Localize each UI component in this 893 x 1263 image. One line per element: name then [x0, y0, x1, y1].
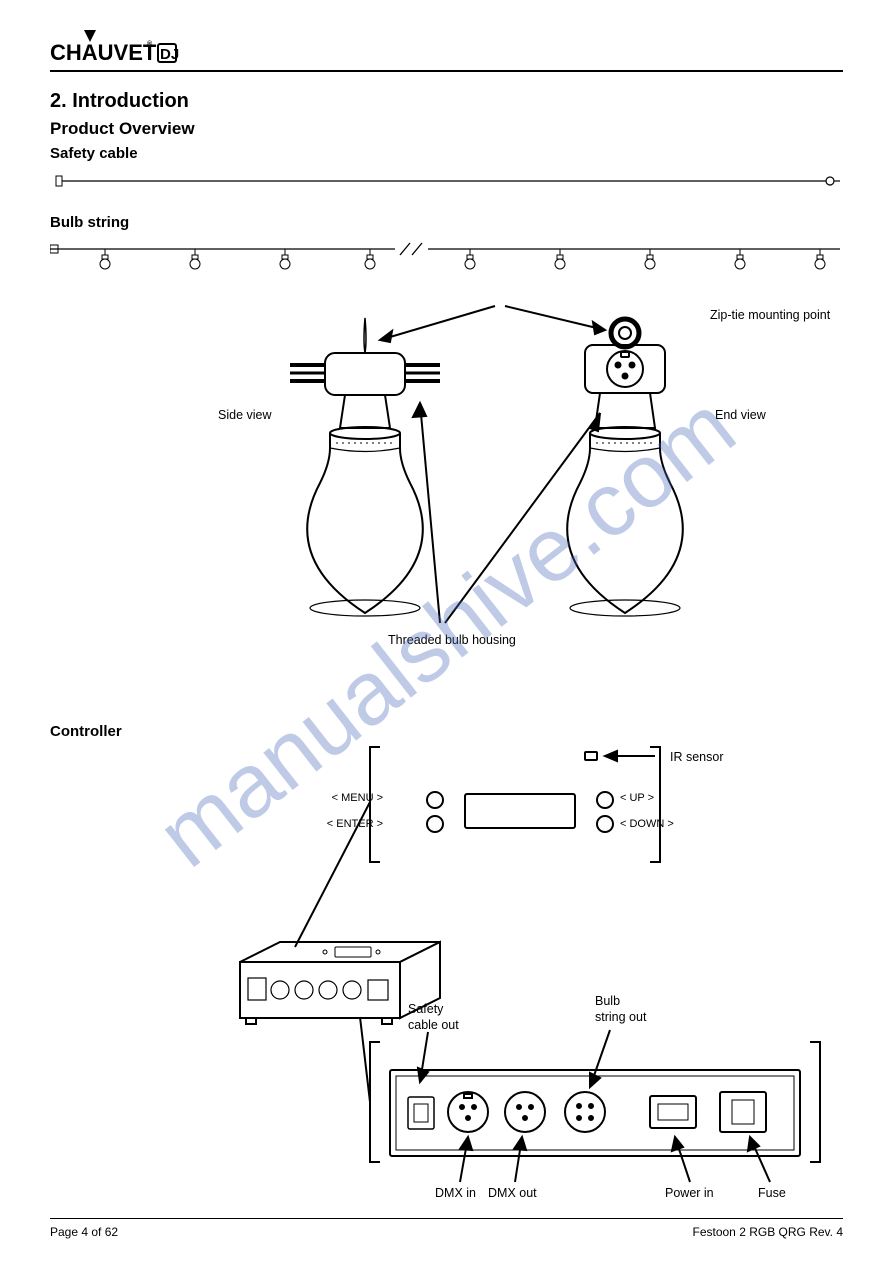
svg-text:CHAUVET: CHAUVET: [50, 40, 157, 65]
menu-label: < MENU >: [313, 792, 383, 806]
header-rule: [50, 70, 843, 72]
footer-left: Page 4 of 62: [50, 1225, 118, 1239]
zip-tie-label: Zip-tie mounting point: [710, 308, 830, 324]
controller-diagram: IR sensor < MENU > < ENTER > < UP > < DO…: [50, 742, 843, 1212]
bulb-detail-diagram: Side view End view Zip-tie mounting poin…: [50, 293, 843, 733]
bulb-string-label: Bulb string: [50, 214, 843, 231]
safety-cable-label: Safety cable: [50, 145, 843, 162]
ir-sensor-label: IR sensor: [670, 750, 724, 766]
enter-label: < ENTER >: [313, 818, 383, 832]
page-content: CHAUVET ® DJ 2. Introduction Product Ove…: [0, 0, 893, 1212]
logo-svg: CHAUVET ® DJ: [50, 30, 180, 66]
safety-cable-out-label: Safety cable out: [408, 1002, 459, 1033]
svg-text:DJ: DJ: [160, 46, 179, 63]
footer-right: Festoon 2 RGB QRG Rev. 4: [693, 1225, 844, 1239]
bulb-string-out-label: Bulb string out: [595, 994, 646, 1025]
end-view-label: End view: [715, 408, 766, 424]
product-overview-heading: Product Overview: [50, 119, 843, 139]
safety-cable-diagram: [50, 168, 843, 208]
side-view-label: Side view: [218, 408, 272, 424]
threaded-housing-label: Threaded bulb housing: [388, 633, 516, 649]
up-label: < UP >: [620, 792, 654, 806]
power-in-label: Power in: [665, 1186, 714, 1202]
bulb-string-diagram: [50, 237, 843, 287]
svg-text:®: ®: [147, 40, 153, 48]
section-heading: 2. Introduction: [50, 90, 843, 113]
page-footer: Page 4 of 62 Festoon 2 RGB QRG Rev. 4: [50, 1218, 843, 1239]
dmx-in-label: DMX in: [435, 1186, 476, 1202]
fuse-label: Fuse: [758, 1186, 786, 1202]
dmx-out-label: DMX out: [488, 1186, 537, 1202]
down-label: < DOWN >: [620, 818, 674, 832]
brand-logo: CHAUVET ® DJ: [50, 30, 843, 66]
